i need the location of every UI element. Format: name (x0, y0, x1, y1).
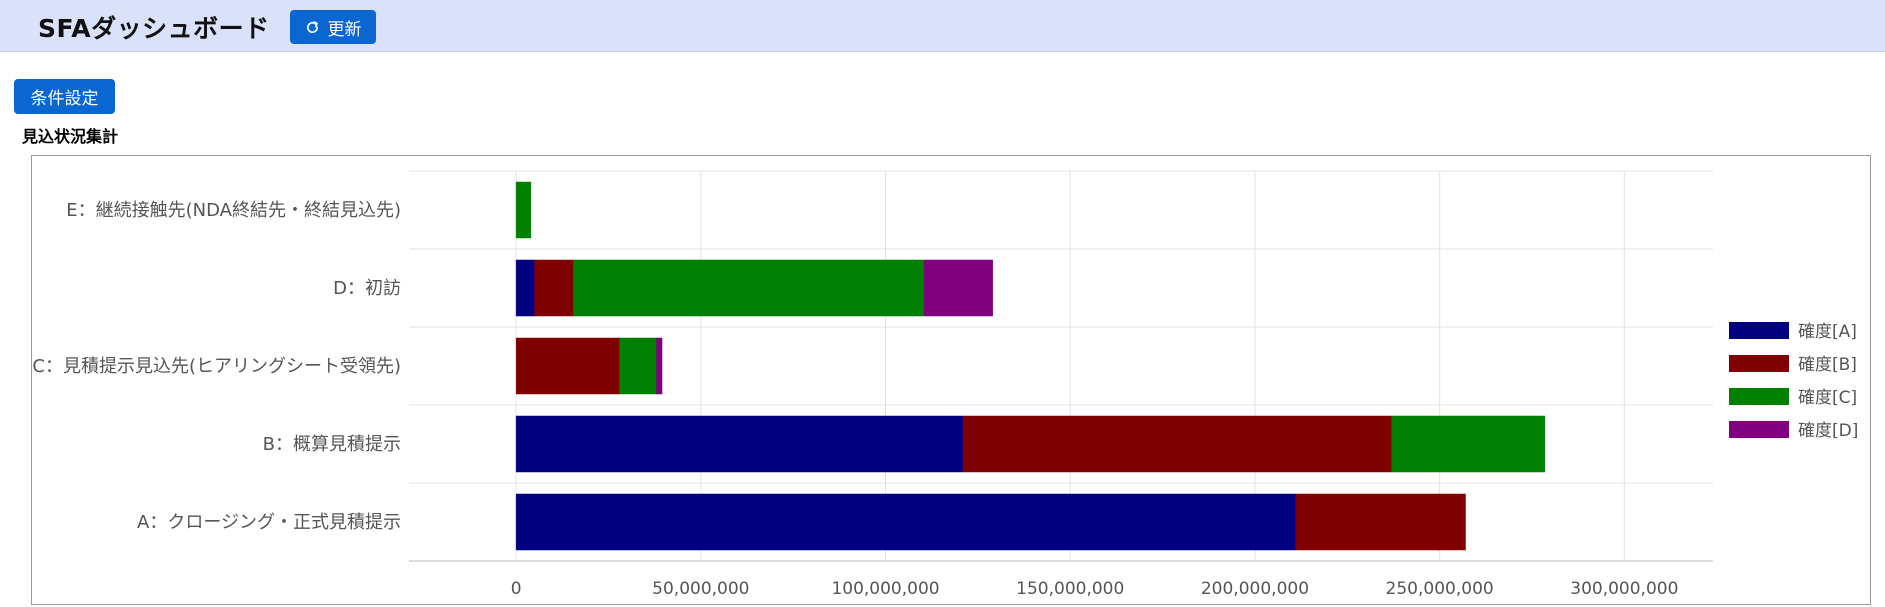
bar-segment (515, 259, 535, 317)
bar-segment (573, 259, 925, 317)
category-label: E：継続接触先(NDA終結先・終結見込先) (66, 200, 401, 221)
legend-swatch (1729, 388, 1789, 405)
category-label: C：見積提示見込先(ヒアリングシート受領先) (32, 356, 401, 377)
legend-label: 確度[B] (1798, 355, 1857, 375)
legend-label: 確度[C] (1798, 388, 1857, 408)
refresh-icon (306, 20, 318, 33)
bar-segment (515, 493, 1296, 551)
chart-container: E：継続接触先(NDA終結先・終結見込先) D：初訪 C：見積提示見込先(ヒアリング… (31, 155, 1871, 605)
category-label: A：クロージング・正式見積提示 (137, 512, 401, 533)
refresh-button-label: 更新 (327, 19, 362, 40)
category-label: B：概算見積提示 (263, 434, 401, 455)
x-tick-label: 150,000,000 (1016, 579, 1124, 599)
refresh-button[interactable]: 更新 (290, 10, 376, 44)
x-tick-label: 200,000,000 (1201, 579, 1309, 599)
x-tick-label: 100,000,000 (831, 579, 939, 599)
bar-segment (515, 181, 532, 239)
header-bar: SFAダッシュボード 更新 (0, 0, 1885, 52)
section-title: 見込状況集計 (22, 127, 119, 146)
bar-segment (534, 259, 574, 317)
x-tick-label: 300,000,000 (1570, 579, 1678, 599)
legend-swatch (1729, 355, 1789, 372)
category-label: D：初訪 (333, 278, 401, 299)
bar-segment (1295, 493, 1466, 551)
x-tick-label: 250,000,000 (1386, 579, 1494, 599)
app-title: SFAダッシュボード (38, 14, 270, 43)
stacked-bar-chart: E：継続接触先(NDA終結先・終結見込先) D：初訪 C：見積提示見込先(ヒアリング… (32, 170, 1858, 599)
legend-swatch (1729, 322, 1789, 339)
bar-segment (515, 337, 620, 395)
bar-segment (619, 337, 657, 395)
bar-segment (1391, 415, 1546, 473)
legend-label: 確度[D] (1798, 421, 1858, 441)
x-tick-label: 0 (511, 579, 522, 599)
legend-label: 確度[A] (1798, 322, 1857, 342)
x-tick-label: 50,000,000 (652, 579, 749, 599)
bar-segment (962, 415, 1392, 473)
condition-settings-button[interactable]: 条件設定 (14, 79, 115, 114)
bar-segment (515, 415, 964, 473)
bar-segment (924, 259, 993, 317)
bar-segment (656, 337, 663, 395)
legend-swatch (1729, 421, 1789, 438)
